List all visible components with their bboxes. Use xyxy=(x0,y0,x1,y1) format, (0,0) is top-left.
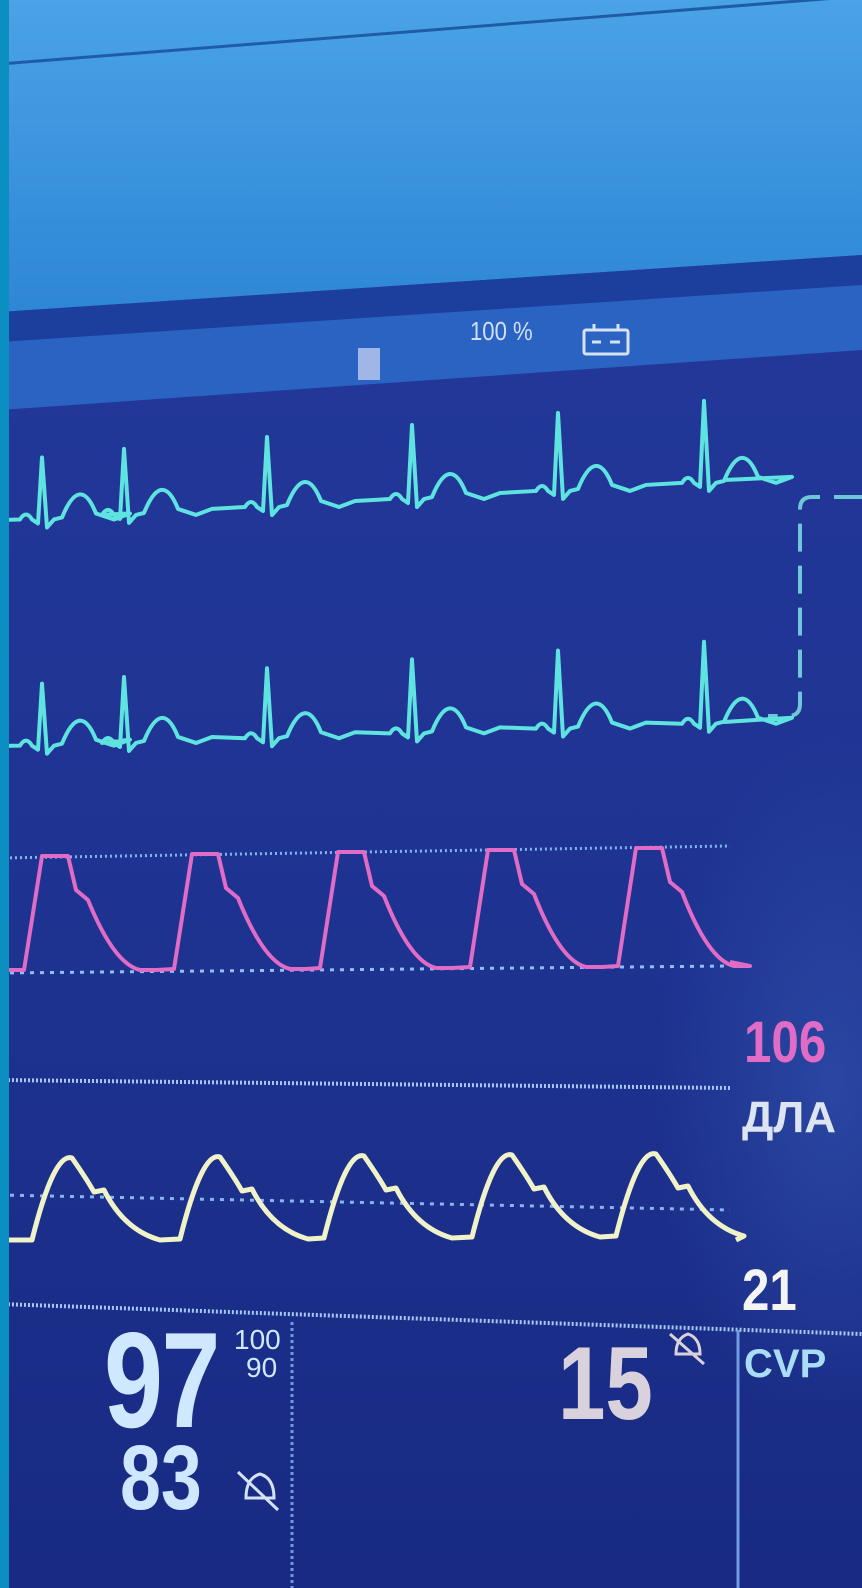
pap-low-value: 21 xyxy=(742,1258,797,1323)
cvp-label: CVP xyxy=(744,1342,827,1386)
battery-percent-label: 100 % xyxy=(470,316,533,346)
pressure-base-line xyxy=(0,964,731,975)
spo2-alarm-high: 100 xyxy=(234,1324,281,1355)
screen-glare xyxy=(500,700,862,1400)
spo2-secondary-value: 83 xyxy=(120,1427,202,1529)
pleth-waveform xyxy=(0,1151,747,1243)
pap-high-value: 106 xyxy=(744,1010,827,1075)
pleth-top-line xyxy=(0,1078,731,1090)
monitor-bezel xyxy=(0,0,862,312)
status-marker xyxy=(358,348,380,380)
pap-waveform xyxy=(0,846,752,972)
spo2-alarm-low: 90 xyxy=(246,1352,278,1383)
cvp-value: 15 xyxy=(558,1326,653,1442)
mute-bell-icon-15 xyxy=(669,1332,705,1366)
bezel-lower-edge xyxy=(0,255,862,342)
battery-icon xyxy=(582,324,630,356)
bezel-seam xyxy=(0,0,831,66)
mute-bell-icon-83 xyxy=(236,1470,280,1512)
pleth-mid-line xyxy=(0,1193,731,1212)
status-strip xyxy=(0,285,862,410)
pap-label: ДЛА xyxy=(742,1093,836,1142)
dashed-bracket xyxy=(768,495,862,718)
ecg-waveform-1 xyxy=(0,398,794,530)
left-edge-strip xyxy=(0,0,9,1588)
ecg-waveform-2 xyxy=(0,639,794,756)
spo2-main-value: 97 xyxy=(104,1304,220,1456)
